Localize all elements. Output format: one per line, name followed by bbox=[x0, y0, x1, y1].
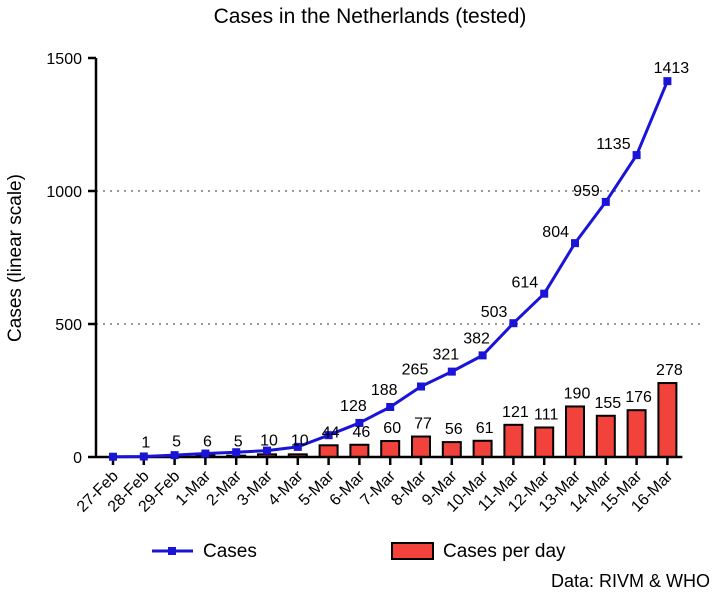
line-label-9-Mar: 321 bbox=[432, 347, 459, 364]
legend-cases-marker bbox=[168, 547, 176, 555]
bar-15-Mar bbox=[626, 409, 647, 458]
bar-11-Mar bbox=[503, 423, 524, 458]
cases-point-2-Mar bbox=[232, 448, 241, 457]
cases-point-16-Mar bbox=[663, 77, 672, 86]
gridlines bbox=[96, 190, 700, 325]
legend-cases-label: Cases bbox=[203, 541, 257, 562]
line-label-12-Mar: 614 bbox=[511, 275, 538, 292]
y-tick-label-1500: 1500 bbox=[46, 51, 82, 68]
x-ticks: 27-Feb28-Feb29-Feb1-Mar2-Mar3-Mar4-Mar5-… bbox=[74, 457, 677, 516]
bar-label-13-Mar: 190 bbox=[564, 385, 591, 402]
bar-13-Mar bbox=[565, 405, 585, 458]
bar-label-6-Mar: 46 bbox=[353, 424, 371, 441]
bar-label-4-Mar: 10 bbox=[291, 432, 309, 449]
cases-point-11-Mar bbox=[509, 319, 518, 328]
cases-point-4-Mar bbox=[293, 442, 302, 451]
line-label-8-Mar: 265 bbox=[402, 362, 429, 379]
bar-label-29-Feb: 5 bbox=[172, 434, 181, 451]
bar-label-28-Feb: 1 bbox=[141, 435, 150, 452]
line-series bbox=[109, 77, 672, 461]
line-label-13-Mar: 804 bbox=[542, 224, 569, 241]
cases-point-9-Mar bbox=[447, 367, 456, 376]
bar-12-Mar bbox=[534, 426, 555, 458]
bar-9-Mar bbox=[441, 441, 462, 459]
cases-point-6-Mar bbox=[355, 418, 364, 427]
bar-6-Mar bbox=[349, 443, 370, 459]
bar-label-15-Mar: 176 bbox=[625, 389, 652, 406]
cases-point-27-Feb bbox=[109, 452, 117, 461]
bar-series bbox=[133, 382, 678, 459]
line-label-10-Mar: 382 bbox=[463, 330, 490, 347]
cases-point-1-Mar bbox=[201, 449, 210, 458]
cases-point-13-Mar bbox=[571, 239, 579, 248]
line-label-11-Mar: 503 bbox=[481, 304, 508, 321]
line-label-14-Mar: 959 bbox=[573, 183, 600, 200]
line-label-7-Mar: 188 bbox=[371, 382, 398, 399]
bar-7-Mar bbox=[380, 440, 401, 459]
cases-point-3-Mar bbox=[263, 446, 271, 455]
bar-label-2-Mar: 5 bbox=[234, 434, 243, 451]
cases-point-15-Mar bbox=[632, 151, 641, 160]
bar-label-16-Mar: 278 bbox=[656, 362, 683, 379]
chart-title: Cases in the Netherlands (tested) bbox=[214, 5, 527, 28]
bar-8-Mar bbox=[411, 435, 431, 459]
y-tick-label-1000: 1000 bbox=[46, 184, 82, 201]
bar-label-12-Mar: 111 bbox=[534, 406, 558, 423]
line-label-6-Mar: 128 bbox=[340, 398, 367, 415]
bar-16-Mar bbox=[657, 382, 678, 458]
legend-item-cases: Cases bbox=[152, 541, 257, 562]
bar-label-10-Mar: 61 bbox=[476, 420, 494, 437]
bar-label-8-Mar: 77 bbox=[414, 416, 432, 433]
cases-point-10-Mar bbox=[478, 351, 487, 360]
line-label-15-Mar: 1135 bbox=[596, 136, 631, 153]
legend-item-cases-per-day: Cases per day bbox=[391, 541, 566, 562]
legend-cases-per-day-swatch bbox=[391, 542, 434, 560]
cases-point-12-Mar bbox=[540, 289, 549, 298]
cases-point-14-Mar bbox=[601, 197, 610, 206]
source-note: Data: RIVM & WHO bbox=[551, 571, 710, 591]
bar-10-Mar bbox=[472, 439, 493, 458]
bar-5-Mar bbox=[318, 444, 339, 458]
bar-label-14-Mar: 155 bbox=[594, 395, 621, 412]
bar-label-1-Mar: 6 bbox=[203, 433, 212, 450]
bar-label-9-Mar: 56 bbox=[445, 421, 463, 438]
y-axis-label: Cases (linear scale) bbox=[5, 174, 26, 342]
bar-14-Mar bbox=[595, 414, 616, 458]
legend-cases-per-day-label: Cases per day bbox=[443, 541, 566, 562]
bar-label-7-Mar: 60 bbox=[383, 420, 401, 437]
cases-point-28-Feb bbox=[139, 452, 148, 461]
bar-label-11-Mar: 121 bbox=[502, 404, 529, 421]
legend: Cases Cases per day bbox=[152, 541, 566, 562]
y-tick-label-500: 500 bbox=[55, 317, 82, 334]
y-ticks: 0 500 1000 1500 bbox=[46, 51, 96, 467]
cases-point-29-Feb bbox=[170, 451, 179, 460]
cases-point-5-Mar bbox=[324, 431, 333, 440]
cases-point-8-Mar bbox=[417, 382, 425, 391]
y-tick-label-0: 0 bbox=[73, 450, 82, 467]
line-label-16-Mar: 1413 bbox=[654, 60, 690, 77]
cases-point-7-Mar bbox=[386, 402, 395, 411]
bar-label-5-Mar: 44 bbox=[322, 424, 340, 441]
bar-label-3-Mar: 10 bbox=[260, 432, 278, 449]
